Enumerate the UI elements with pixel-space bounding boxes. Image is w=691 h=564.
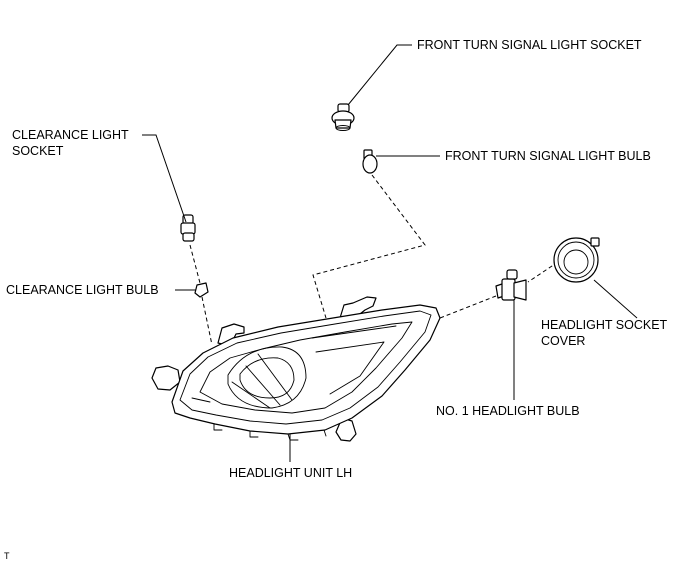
no1-headlight-bulb <box>495 269 527 301</box>
headlight-unit-lh <box>151 296 441 442</box>
headlight-bulb-connector <box>513 279 527 301</box>
clearance-bulb-shape <box>194 282 209 298</box>
front-turn-signal-light-socket <box>331 103 355 131</box>
headlight-bulb-tab <box>506 269 518 280</box>
turn-signal-socket-base <box>335 125 351 131</box>
headlight-bulb-assembly-line <box>439 295 497 319</box>
leader-clearance-socket <box>142 134 187 223</box>
headlight-socket-cover <box>553 237 600 283</box>
turn-signal-bulb-glass <box>362 154 378 174</box>
clearance-socket-body <box>180 222 196 235</box>
label-headlight-socket-cover-line2: COVER <box>541 334 585 348</box>
leader-turn-signal-socket <box>347 44 412 106</box>
socket-cover-rim <box>553 237 599 283</box>
leader-lines <box>142 44 638 462</box>
label-clearance-light-bulb: CLEARANCE LIGHT BULB <box>6 283 159 297</box>
headlight-inner-bevel <box>199 321 413 414</box>
labels: FRONT TURN SIGNAL LIGHT SOCKET FRONT TUR… <box>4 38 668 561</box>
headlight-lens-line-3 <box>191 397 211 403</box>
socket-cover-ring <box>557 241 595 279</box>
headlight-bottom-tabs <box>213 423 327 441</box>
assembly-lines <box>189 174 559 346</box>
label-no1-headlight-bulb: NO. 1 HEADLIGHT BULB <box>436 404 580 418</box>
label-clearance-light-socket-line2: SOCKET <box>12 144 64 158</box>
label-front-turn-signal-light-bulb: FRONT TURN SIGNAL LIGHT BULB <box>445 149 651 163</box>
headlight-housing <box>171 304 441 435</box>
front-turn-signal-light-bulb <box>362 149 378 174</box>
clearance-assembly-line-lower <box>201 296 213 346</box>
turn-signal-assembly-line <box>312 174 426 319</box>
headlight-lens-line-2 <box>315 341 385 395</box>
socket-cover-center <box>563 249 589 275</box>
headlight-reflector <box>227 346 307 409</box>
socket-cover-assembly-line <box>527 261 559 283</box>
label-clearance-light-socket-line1: CLEARANCE LIGHT <box>12 128 129 142</box>
socket-cover-tab <box>590 237 600 247</box>
turn-signal-socket-body <box>334 119 352 129</box>
headlight-reflector-facet-2 <box>257 353 293 401</box>
corner-mark: T <box>4 551 10 561</box>
headlight-side-bracket <box>151 365 181 391</box>
clearance-socket-bottom <box>182 232 195 242</box>
headlight-lens-outline <box>179 310 432 425</box>
headlight-reflector-facet-3 <box>231 381 271 409</box>
leader-socket-cover <box>593 279 638 319</box>
label-front-turn-signal-light-socket: FRONT TURN SIGNAL LIGHT SOCKET <box>417 38 642 52</box>
headlight-reflector-inner <box>239 357 295 399</box>
headlight-reflector-facet-1 <box>245 365 281 406</box>
clearance-light-socket <box>180 214 196 242</box>
headlight-bulb-base <box>501 278 516 301</box>
clearance-light-bulb <box>194 282 209 298</box>
clearance-assembly-line-upper <box>189 244 201 284</box>
headlight-lens-line-1 <box>311 325 397 339</box>
label-headlight-unit-lh: HEADLIGHT UNIT LH <box>229 466 352 480</box>
label-headlight-socket-cover-line1: HEADLIGHT SOCKET <box>541 318 668 332</box>
